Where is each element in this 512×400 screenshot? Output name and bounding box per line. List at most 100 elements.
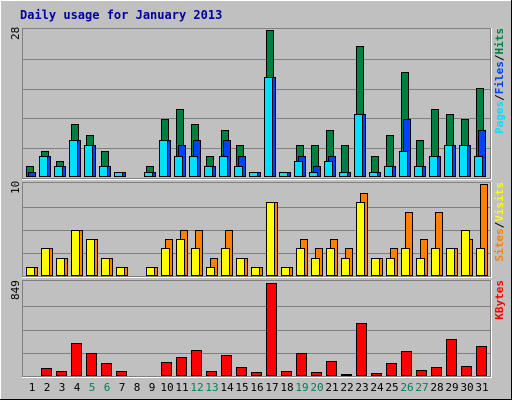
pages-bar: [234, 166, 243, 177]
top-panel-legend-label: Files: [493, 61, 506, 94]
pages-bar: [324, 161, 333, 177]
x-axis-day-label: 28: [430, 381, 443, 394]
hits-bar: [341, 145, 349, 177]
panel-top-frame: [22, 28, 491, 179]
visits-bar: [221, 248, 230, 276]
kbytes-bar: [476, 346, 487, 376]
pages-bar: [279, 172, 288, 177]
kbytes-bar: [296, 353, 307, 376]
pages-bar: [474, 156, 483, 177]
pages-bar: [84, 145, 93, 177]
kbytes-bar: [116, 371, 127, 376]
visits-bar: [26, 267, 35, 276]
visits-bar: [296, 248, 305, 276]
x-axis-day-label: 18: [280, 381, 293, 394]
kbytes-bar: [461, 366, 472, 376]
visits-bar: [371, 258, 380, 276]
kbytes-bar: [266, 283, 277, 376]
visits-bar: [281, 267, 290, 276]
kbytes-bar: [191, 350, 202, 376]
visits-bar: [236, 258, 245, 276]
visits-bar: [311, 258, 320, 276]
kbytes-bar: [356, 323, 367, 376]
kbytes-bar: [86, 353, 97, 376]
visits-bar: [146, 267, 155, 276]
visits-bar: [56, 258, 65, 276]
visits-bar: [326, 248, 335, 276]
kbytes-bar: [176, 357, 187, 376]
x-axis-day-label: 16: [250, 381, 263, 394]
visits-bar: [446, 248, 455, 276]
gridlines: [23, 59, 490, 354]
pages-bar: [459, 145, 468, 177]
x-axis-day-label: 4: [74, 381, 81, 394]
visits-bar: [386, 258, 395, 276]
visits-bar: [71, 230, 80, 276]
x-axis-day-label: 2: [44, 381, 51, 394]
x-axis-day-label: 31: [475, 381, 488, 394]
visits-bar: [266, 202, 275, 276]
panel-top-max-label: 28: [9, 27, 22, 40]
visits-bar: [356, 202, 365, 276]
kbytes-bar: [161, 362, 172, 376]
visits-bar: [86, 239, 95, 276]
pages-bar: [354, 114, 363, 177]
x-axis-labels: 1 2 3 4 5 6 7 8 9 10 11 12 13 14 15 16 17 18 19 20 21 22 23 24 2…: [29, 381, 489, 394]
pages-bar: [99, 166, 108, 177]
x-axis-day-label: 13: [205, 381, 218, 394]
visits-bar: [101, 258, 110, 276]
pages-bar: [309, 172, 318, 177]
visits-bar: [161, 248, 170, 276]
pages-bar: [144, 172, 153, 177]
bottom-panel-legend-label: KBytes: [493, 280, 506, 320]
kbytes-bar: [41, 368, 52, 376]
x-axis-day-label: 20: [310, 381, 323, 394]
x-axis-day-label: 27: [415, 381, 428, 394]
x-axis-day-label: 30: [460, 381, 473, 394]
pages-bar: [219, 156, 228, 177]
bars: [26, 30, 488, 376]
visits-bar: [416, 258, 425, 276]
x-axis-day-label: 12: [190, 381, 203, 394]
visits-bar: [176, 239, 185, 276]
pages-bar: [384, 166, 393, 177]
pages-bar: [369, 172, 378, 177]
kbytes-bar: [56, 371, 67, 376]
x-axis-day-label: 10: [160, 381, 173, 394]
x-axis-day-label: 26: [400, 381, 413, 394]
x-axis-day-label: 29: [445, 381, 458, 394]
pages-bar: [174, 156, 183, 177]
x-axis-day-label: 15: [235, 381, 248, 394]
x-axis-day-label: 9: [149, 381, 156, 394]
middle-panel-legend-label: /: [493, 221, 506, 228]
x-axis-day-label: 3: [59, 381, 66, 394]
kbytes-bar: [251, 372, 262, 376]
kbytes-bar: [221, 355, 232, 376]
x-axis-day-label: 6: [104, 381, 111, 394]
panel-top: 28: [9, 27, 492, 180]
panel-bottom-max-label: 849: [9, 280, 22, 300]
pages-bar: [114, 172, 123, 177]
top-panel-legend-label: /: [493, 94, 506, 101]
kbytes-bar: [446, 339, 457, 376]
panel-middle-max-label: 10: [9, 181, 22, 194]
pages-bar: [54, 166, 63, 177]
x-axis-day-label: 5: [89, 381, 96, 394]
top-panel-legend-label: Pages: [493, 101, 506, 134]
kbytes-bar: [101, 363, 112, 376]
pages-bar: [159, 140, 168, 177]
pages-bar: [399, 151, 408, 177]
kbytes-bar: [431, 367, 442, 376]
x-axis-day-label: 7: [119, 381, 126, 394]
files-bar: [28, 172, 36, 177]
panel-bottom-frame: [22, 280, 491, 377]
panel-middle-frame: [22, 182, 491, 277]
pages-bar: [264, 77, 273, 177]
x-axis-day-label: 17: [265, 381, 278, 394]
pages-bar: [204, 166, 213, 177]
panel-bottom: 849: [9, 280, 492, 378]
chart-title: Daily usage for January 2013: [20, 8, 222, 22]
visits-bar: [341, 258, 350, 276]
